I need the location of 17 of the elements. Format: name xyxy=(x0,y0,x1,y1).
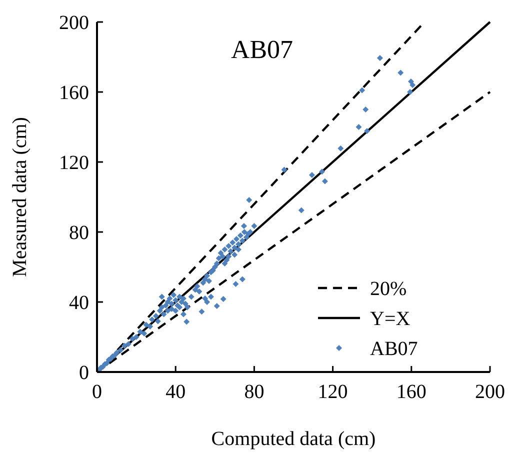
x-tick-label: 200 xyxy=(475,381,505,403)
y-tick-label: 200 xyxy=(59,12,89,34)
x-tick-label: 40 xyxy=(166,381,186,403)
legend-label: AB07 xyxy=(370,338,418,360)
x-axis-title: Computed data (cm) xyxy=(211,428,376,450)
y-tick-label: 160 xyxy=(59,82,89,104)
y-tick-label: 80 xyxy=(69,222,89,244)
x-tick-label: 160 xyxy=(396,381,426,403)
text: AB07 xyxy=(230,35,294,64)
x-tick-label: 120 xyxy=(318,381,348,403)
y-tick-label: 0 xyxy=(79,362,89,384)
y-tick-label: 120 xyxy=(59,152,89,174)
y-axis-title: Measured data (cm) xyxy=(9,117,31,277)
x-tick-label: 80 xyxy=(244,381,264,403)
legend-label: Y=X xyxy=(370,308,411,330)
legend-label: 20% xyxy=(370,278,407,300)
y-tick-label: 40 xyxy=(69,292,89,314)
